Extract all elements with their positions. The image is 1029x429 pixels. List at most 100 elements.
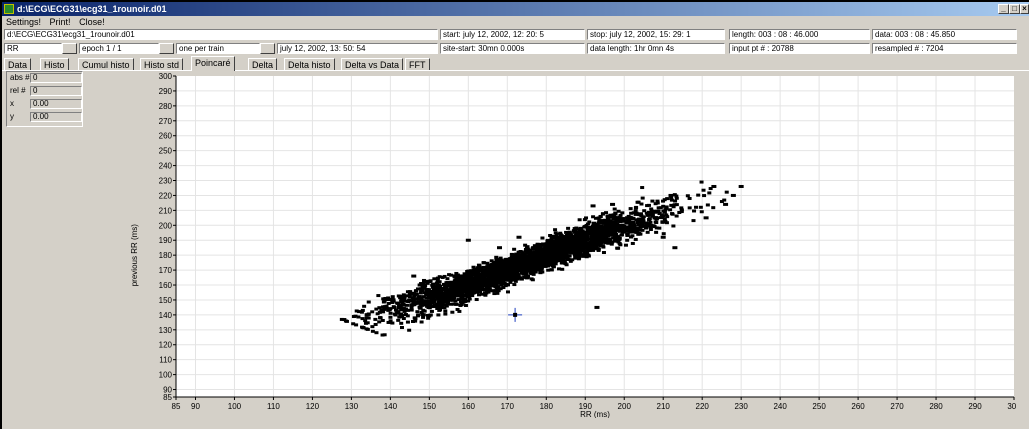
close-window-button[interactable]: × [1020, 4, 1029, 14]
data-point [477, 273, 482, 277]
tab-histo[interactable]: Histo [40, 58, 69, 70]
data-point [691, 219, 696, 223]
data-point [420, 287, 425, 291]
data-point [611, 213, 616, 217]
menu-close[interactable]: Close! [79, 17, 105, 27]
data-point [598, 243, 603, 247]
data-point [590, 225, 595, 229]
data-point [476, 276, 481, 280]
data-point [661, 232, 666, 236]
data-point [524, 276, 529, 280]
data-point [567, 254, 572, 258]
data-point [434, 292, 439, 296]
data-point [580, 249, 585, 253]
data-point [490, 277, 495, 281]
signal-select[interactable]: RR [4, 43, 62, 54]
data-point [490, 289, 495, 293]
data-point [357, 310, 362, 314]
data-point [584, 246, 589, 250]
data-point [473, 274, 478, 278]
data-point [476, 263, 481, 267]
data-point [647, 222, 652, 226]
rel-label: rel # [10, 86, 26, 95]
tab-fft[interactable]: FFT [405, 58, 430, 70]
maximize-button[interactable]: □ [1009, 4, 1020, 14]
data-point [591, 245, 596, 249]
data-point [499, 269, 504, 273]
data-point [424, 296, 429, 300]
data-point [434, 288, 439, 292]
tab-poincare[interactable]: Poincaré [191, 56, 235, 71]
data-point [528, 268, 533, 272]
data-point [444, 304, 449, 308]
data-point [625, 216, 630, 220]
tab-data[interactable]: Data [4, 58, 32, 70]
data-point [399, 298, 404, 302]
data-point [424, 293, 429, 297]
data-point [410, 296, 415, 300]
data-point [463, 293, 468, 297]
data-point [435, 306, 440, 310]
data-point [426, 316, 431, 320]
data-point [538, 259, 543, 263]
minimize-button[interactable]: _ [998, 4, 1009, 14]
data-point [554, 238, 559, 242]
data-point [494, 260, 499, 264]
data-point [480, 272, 485, 276]
data-point [390, 295, 395, 299]
data-point [558, 231, 563, 235]
data-point [513, 272, 518, 276]
data-point [613, 231, 618, 235]
data-point [457, 279, 462, 283]
data-point [351, 322, 356, 326]
data-point [344, 319, 349, 323]
data-point [447, 283, 452, 287]
y-tick-label: 300 [159, 72, 173, 81]
data-point [503, 284, 508, 288]
data-point [471, 265, 476, 269]
data-point [620, 230, 625, 234]
data-point [519, 250, 524, 254]
data-point [454, 285, 459, 289]
data-point [490, 266, 495, 270]
train-dropdown-button[interactable] [260, 43, 275, 54]
data-point [435, 284, 440, 288]
poincare-plot[interactable]: 8590100110120130140150160170180190200210… [121, 69, 1016, 418]
data-point [376, 294, 381, 298]
tab-delta[interactable]: Delta [248, 58, 278, 70]
data-point [621, 228, 626, 232]
menu-settings[interactable]: Settings! [6, 17, 42, 27]
tab-delta-histo[interactable]: Delta histo [284, 58, 335, 70]
data-point [585, 222, 590, 226]
title-bar[interactable]: d:\ECG\ECG31\ecg31_1rounoir.d01 _ □ × [2, 2, 1029, 16]
data-point [579, 231, 584, 235]
data-point [477, 293, 482, 297]
data-point [616, 219, 621, 223]
data-point [533, 270, 538, 274]
signal-dropdown-button[interactable] [62, 43, 77, 54]
epoch-select[interactable]: epoch 1 / 1 [79, 43, 159, 54]
x-label: x [10, 99, 14, 108]
data-point [692, 209, 697, 213]
data-point [623, 243, 628, 247]
data-point [463, 303, 468, 307]
data-point [590, 227, 595, 231]
data-point [543, 264, 548, 268]
data-point [595, 230, 600, 234]
data-point [380, 333, 385, 337]
data-point [381, 310, 386, 314]
data-point [521, 272, 526, 276]
epoch-dropdown-button[interactable] [159, 43, 174, 54]
data-point [590, 244, 595, 248]
data-point [569, 242, 574, 246]
data-point [585, 251, 590, 255]
train-select[interactable]: one per train [176, 43, 260, 54]
data-point [561, 253, 566, 257]
data-point [495, 263, 500, 267]
tab-delta-vs-data[interactable]: Delta vs Data [341, 58, 404, 70]
data-point [374, 331, 379, 335]
menu-print[interactable]: Print! [49, 17, 71, 27]
tab-histo-std[interactable]: Histo std [140, 58, 184, 70]
tab-cumul-histo[interactable]: Cumul histo [78, 58, 134, 70]
data-point [456, 291, 461, 295]
